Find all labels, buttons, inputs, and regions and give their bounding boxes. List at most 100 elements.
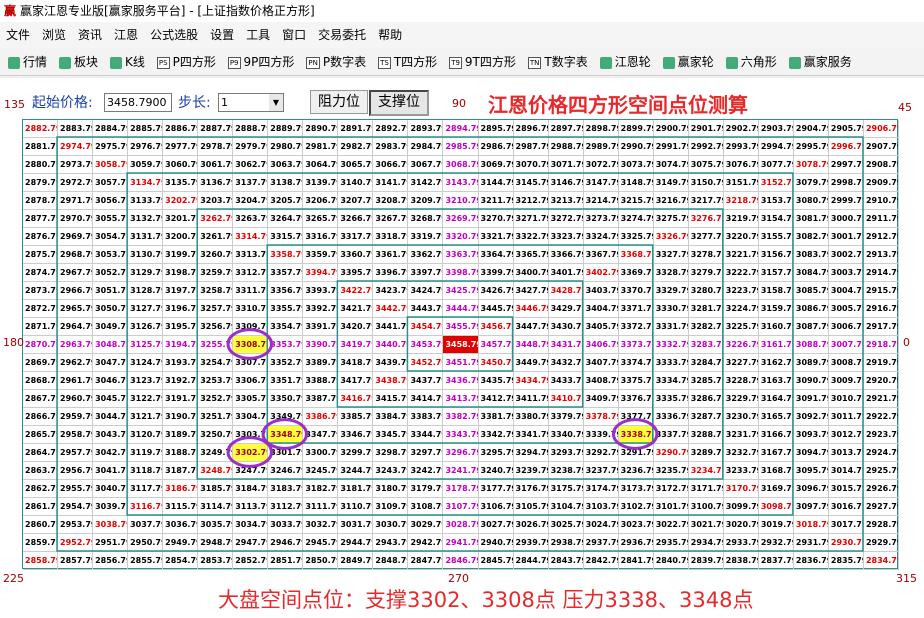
grid-cell: 2923.79 (863, 426, 899, 444)
grid-cell: 2869.79 (23, 354, 59, 372)
grid-cell: 3071.79 (548, 156, 584, 174)
step-select[interactable]: 1 ▼ (218, 93, 284, 112)
grid-cell: 3245.79 (303, 462, 339, 480)
grid-cell: 3339.79 (583, 426, 619, 444)
grid-cell: 3199.79 (163, 246, 199, 264)
menu-item[interactable]: 窗口 (282, 28, 307, 42)
toolbar-button[interactable]: 赢家服务 (788, 48, 852, 75)
toolbar-button[interactable]: 江恩轮 (599, 48, 651, 75)
grid-cell: 3169.79 (758, 480, 794, 498)
grid-cell: 3179.79 (408, 480, 444, 498)
grid-cell: 3227.79 (723, 354, 759, 372)
toolbar-button[interactable]: P9 9P四方形 (227, 48, 294, 75)
grid-cell: 3446.79 (513, 300, 549, 318)
grid-cell: 3330.79 (653, 300, 689, 318)
grid-cell: 2852.79 (233, 552, 269, 570)
grid-cell: 3376.79 (618, 390, 654, 408)
grid-cell: 3305.79 (233, 390, 269, 408)
grid-cell: 3047.79 (93, 354, 129, 372)
grid-cell: 3173.79 (618, 480, 654, 498)
grid-cell: 3382.79 (443, 408, 479, 426)
grid-cell: 3194.79 (163, 336, 199, 354)
grid-cell: 3321.79 (478, 228, 514, 246)
grid-cell: 3320.79 (443, 228, 479, 246)
grid-cell: 3401.79 (548, 264, 584, 282)
grid-cell: 3283.79 (688, 336, 724, 354)
grid-cell: 2917.79 (863, 318, 899, 336)
grid-cell: 3355.79 (268, 300, 304, 318)
grid-cell: 3118.79 (128, 462, 164, 480)
grid-cell: 3359.79 (303, 246, 339, 264)
grid-cell: 2848.79 (373, 552, 409, 570)
grid-cell: 2983.79 (373, 138, 409, 156)
toolbar-button[interactable]: K线 (110, 48, 145, 75)
resistance-button[interactable]: 阻力位 (310, 90, 368, 114)
grid-cell: 3289.79 (688, 444, 724, 462)
menu-item[interactable]: 文件 (6, 28, 31, 42)
grid-cell: 3328.79 (653, 264, 689, 282)
grid-cell: 3104.79 (548, 498, 584, 516)
grid-cell: 2851.79 (268, 552, 304, 570)
grid-cell: 2910.79 (863, 192, 899, 210)
toolbar-label: 9T四方形 (464, 55, 516, 69)
menu-item[interactable]: 交易委托 (318, 28, 367, 42)
grid-cell: 3090.79 (793, 372, 829, 390)
toolbar-button[interactable]: 六角形 (725, 48, 777, 75)
menu-item[interactable]: 浏览 (42, 28, 67, 42)
menu-item[interactable]: 工具 (246, 28, 271, 42)
menu-item[interactable]: 帮助 (378, 28, 403, 42)
grid-cell: 3254.79 (198, 354, 234, 372)
toolbar-button[interactable]: PN P数字表 (306, 48, 366, 75)
grid-cell: 3297.79 (408, 444, 444, 462)
grid-cell: 2989.79 (583, 138, 619, 156)
support-button[interactable]: 支撑位 (369, 90, 429, 116)
grid-cell: 3266.79 (338, 210, 374, 228)
grid-cell: 3091.79 (793, 390, 829, 408)
grid-cell: 3342.79 (478, 426, 514, 444)
toolbar-button[interactable]: 赢家轮 (662, 48, 714, 75)
grid-cell: 3257.79 (198, 300, 234, 318)
toolbar-button[interactable]: PS P四方形 (156, 48, 216, 75)
grid-cell: 3276.79 (688, 210, 724, 228)
toolbar-button[interactable]: T9 9T四方形 (449, 48, 516, 75)
grid-cell: 3045.79 (93, 390, 129, 408)
grid-cell: 3048.79 (93, 336, 129, 354)
menu-item[interactable]: 江恩 (114, 28, 139, 42)
grid-cell: 3277.79 (688, 228, 724, 246)
grid-cell: 3058.79 (93, 156, 129, 174)
grid-cell: 2901.79 (688, 120, 724, 138)
grid-cell: 2991.79 (653, 138, 689, 156)
menu-item[interactable]: 设置 (210, 28, 235, 42)
grid-cell: 3316.79 (303, 228, 339, 246)
start-input[interactable]: 3458.7900 (104, 93, 172, 112)
grid-cell: 3377.79 (618, 408, 654, 426)
toolbar-button[interactable]: 板块 (59, 48, 98, 75)
grid-cell: 3375.79 (618, 372, 654, 390)
grid-cell: 3117.79 (128, 480, 164, 498)
grid-cell: 3093.79 (793, 426, 829, 444)
grid-cell: 3343.79 (443, 426, 479, 444)
grid-cell: 3425.79 (443, 282, 479, 300)
grid-cell: 2867.79 (23, 390, 59, 408)
grid-cell: 2920.79 (863, 372, 899, 390)
grid-cell: 2928.79 (863, 516, 899, 534)
grid-cell: 2849.79 (338, 552, 374, 570)
toolbar-button[interactable]: TN T数字表 (527, 48, 588, 75)
toolbar-button[interactable]: TS T四方形 (378, 48, 437, 75)
grid-cell: 2850.79 (303, 552, 339, 570)
grid-cell: 3064.79 (303, 156, 339, 174)
menu-item[interactable]: 资讯 (78, 28, 103, 42)
grid-cell: 3197.79 (163, 282, 199, 300)
grid-cell: 2979.79 (233, 138, 269, 156)
grid-cell: 3146.79 (548, 174, 584, 192)
grid-cell: 3327.79 (653, 246, 689, 264)
grid-cell: 2942.79 (408, 534, 444, 552)
menu-item[interactable]: 公式选股 (150, 28, 199, 42)
grid-cell: 2971.79 (58, 192, 94, 210)
grid-cell: 3337.79 (653, 426, 689, 444)
grid-cell: 2992.79 (688, 138, 724, 156)
step-value: 1 (221, 96, 228, 109)
grid-cell: 3447.79 (513, 318, 549, 336)
toolbar-button[interactable]: 行情 (8, 48, 47, 75)
grid-cell: 3232.79 (723, 444, 759, 462)
